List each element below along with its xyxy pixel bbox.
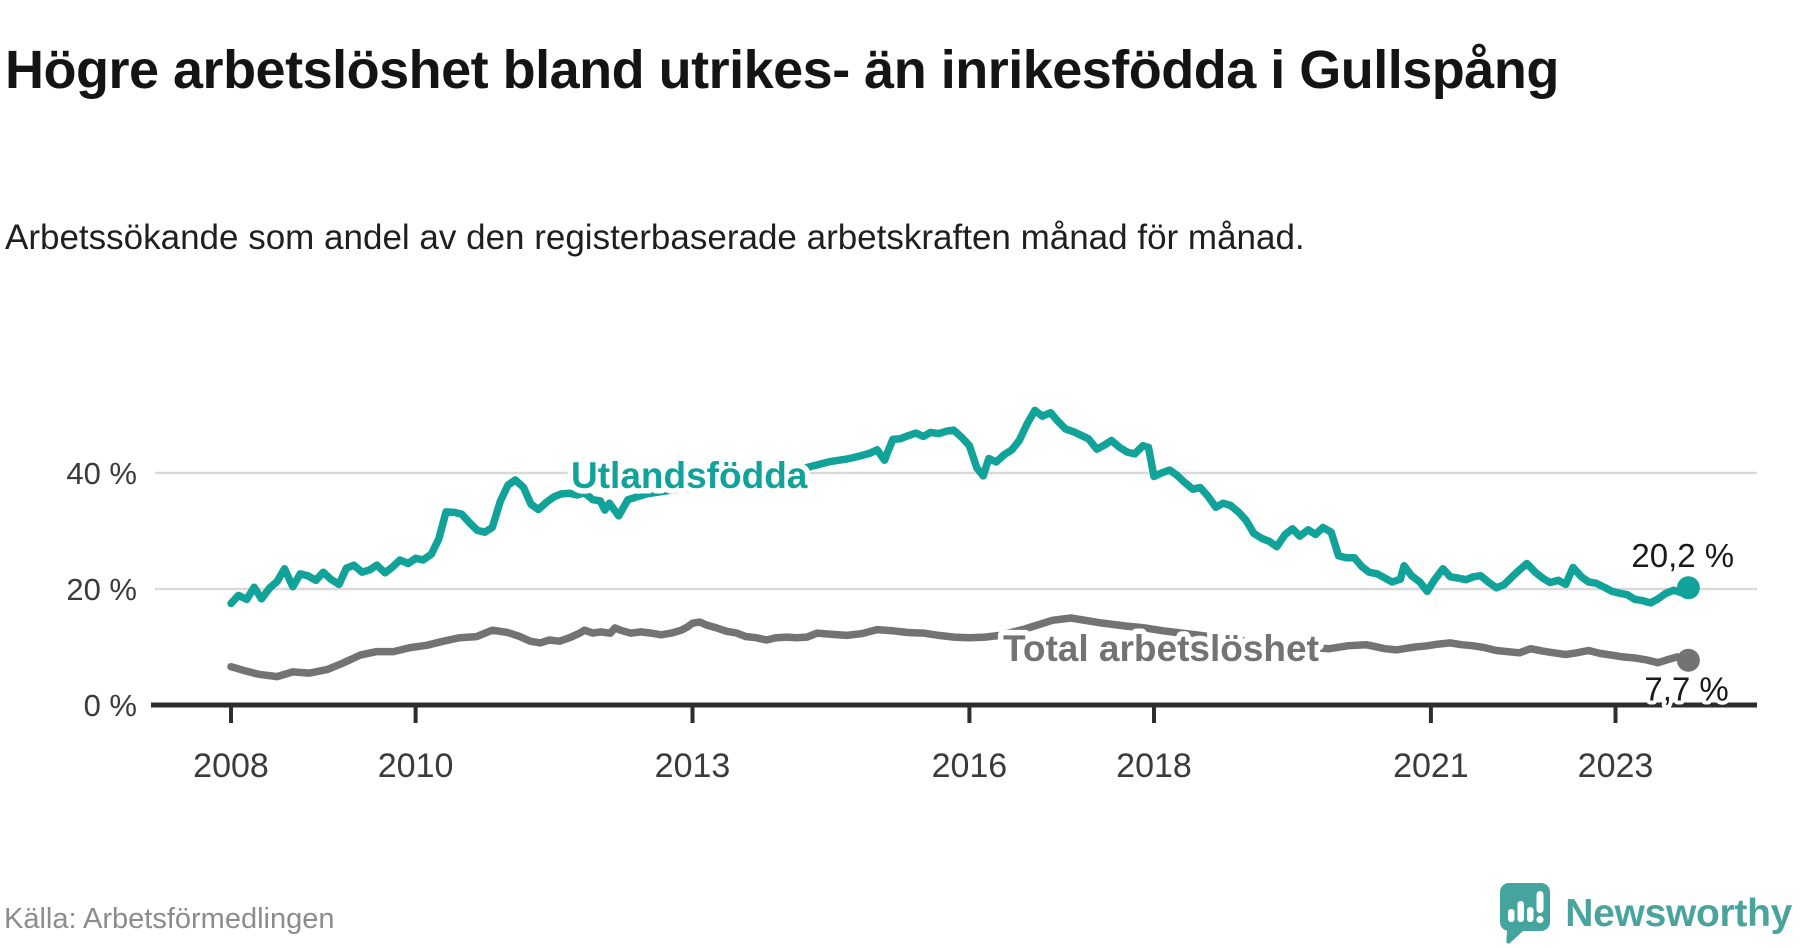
x-tick-label: 2008 (193, 747, 269, 785)
x-tick-label: 2021 (1393, 747, 1469, 785)
series-end-value-total: 7,7 % (1644, 670, 1728, 707)
x-tick-label: 2018 (1116, 747, 1192, 785)
y-tick-label: 0 % (84, 688, 137, 723)
line-chart: 2008 2010 2013 2016 2018 2021 2023 0 % 20 % 40 % U… (0, 290, 1800, 810)
series-end-dot-total (1676, 648, 1700, 672)
y-tick-label: 20 % (66, 572, 137, 607)
chart-canvas: 2008 2010 2013 2016 2018 2021 2023 0 % 20 % 40 % U… (66, 406, 1757, 785)
series-line-utlandsfodda (227, 406, 1693, 608)
y-tick-label: 40 % (66, 456, 137, 491)
newsworthy-logo-text: Newsworthy (1565, 892, 1792, 935)
series-label-utlandsfodda: Utlandsfödda (571, 455, 808, 496)
page-title: Högre arbetslöshet bland utrikes- än inr… (5, 40, 1559, 101)
newsworthy-logo-icon (1500, 883, 1551, 944)
chart-subtitle: Arbetssökande som andel av den registerb… (5, 218, 1305, 257)
x-tick-label: 2016 (932, 747, 1008, 785)
newsworthy-logo: Newsworthy (1499, 882, 1792, 946)
series-end-value-utlandsfodda: 20,2 % (1631, 537, 1734, 574)
x-tick-label: 2013 (655, 747, 731, 785)
series-line-total (227, 614, 1693, 681)
x-tick-label: 2010 (378, 747, 454, 785)
source-caption: Källa: Arbetsförmedlingen (4, 903, 335, 935)
x-tick-label: 2023 (1578, 747, 1654, 785)
series-label-total: Total arbetslöshet (1003, 628, 1319, 669)
series-end-dot-utlandsfodda (1676, 576, 1700, 600)
